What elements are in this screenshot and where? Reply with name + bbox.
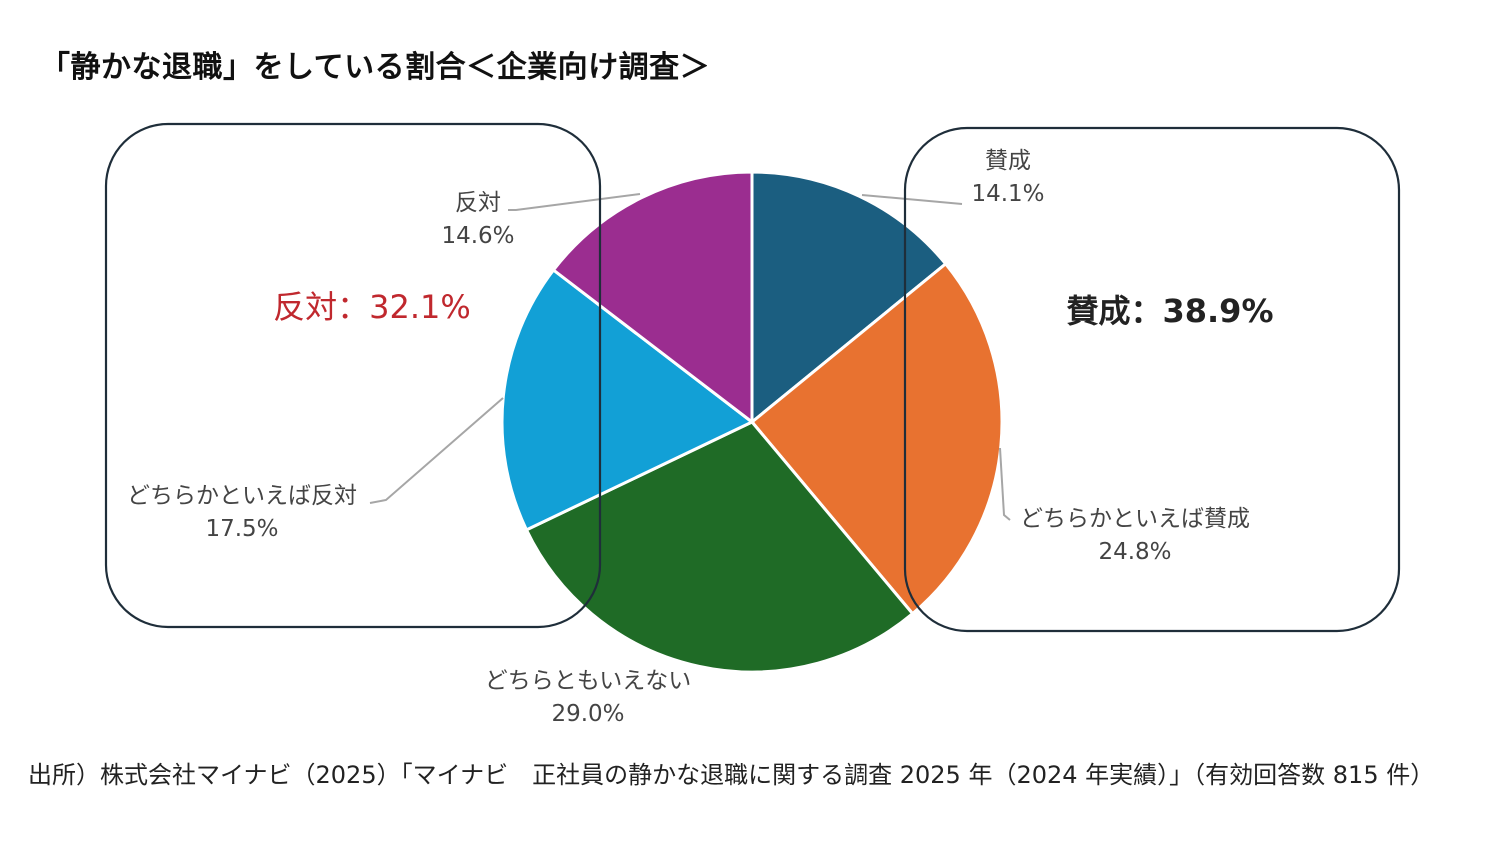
agree-summary-label: 賛成：38.9% [1066,292,1273,330]
pie-slice [750,170,948,426]
pie-slice [749,261,1004,616]
leader-line [369,397,504,504]
disagree-summary-label: 反対：32.1% [273,288,471,326]
leader-line [861,194,963,205]
slice-value-label: 14.1% [971,181,1044,207]
slice-value-label: 17.5% [205,516,278,542]
pie-slice [551,170,754,426]
leader-line [508,193,641,211]
disagree-group-box [104,122,602,629]
chart-title: 「静かな退職」をしている割合＜企業向け調査＞ [40,50,711,85]
slice-value-label: 24.8% [1098,539,1171,565]
slice-category-label: 反対 [455,190,501,216]
slice-value-label: 14.6% [441,223,514,249]
pie-slice [500,267,755,532]
leader-line [999,447,1011,521]
slice-labels: 賛成 14.1% どちらかといえば賛成 24.8% どちらともいえない 29.0% どちらか… [127,148,1250,727]
slice-category-label: 賛成 [985,148,1031,174]
pie-slices [500,170,1004,674]
source-note: 出所）株式会社マイナビ（2025）「マイナビ 正社員の静かな退職に関する調査 2… [28,761,1435,789]
agree-group-box [903,126,1401,633]
slice-category-label: どちらかといえば反対 [127,483,357,509]
slice-value-label: 29.0% [551,701,624,727]
slice-category-label: どちらかといえば賛成 [1020,506,1250,532]
leader-lines [369,193,1011,521]
slice-category-label: どちらともいえない [485,668,692,694]
